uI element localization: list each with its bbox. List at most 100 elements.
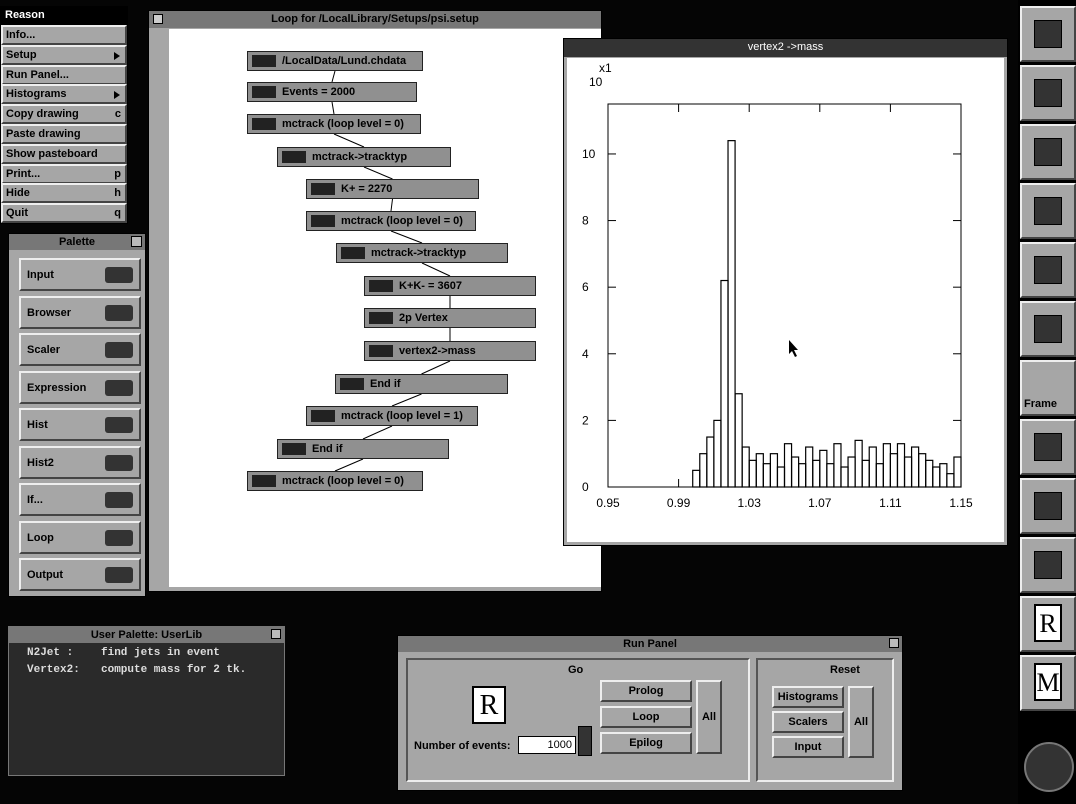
connector xyxy=(334,134,364,147)
dock-tile[interactable] xyxy=(1020,419,1076,475)
user-palette-title: User Palette: UserLib xyxy=(9,627,284,643)
go-all-button[interactable]: All xyxy=(696,680,722,754)
loop-node[interactable]: mctrack->tracktyp xyxy=(277,147,451,167)
loop-node[interactable]: mctrack (loop level = 1) xyxy=(306,406,478,426)
tool-button[interactable]: Loop xyxy=(19,521,141,554)
loop-node[interactable]: mctrack (loop level = 0) xyxy=(247,114,421,134)
dock-tile[interactable] xyxy=(1020,6,1076,62)
tool-button[interactable]: Input xyxy=(19,258,141,291)
loop-node[interactable]: 2p Vertex xyxy=(364,308,536,328)
histogram-title: vertex2 ->mass xyxy=(564,39,1007,57)
tool-label: Hist xyxy=(27,419,48,431)
x-tick-label: 1.07 xyxy=(808,496,832,510)
go-button[interactable]: Loop xyxy=(600,706,692,728)
x-tick-label: 0.95 xyxy=(596,496,620,510)
node-label: mctrack->tracktyp xyxy=(312,151,407,163)
loop-node[interactable]: mctrack (loop level = 0) xyxy=(306,211,476,231)
node-label: K+ = 2270 xyxy=(341,183,392,195)
histogram-bar xyxy=(721,281,728,487)
node-icon xyxy=(369,312,393,324)
dock-tile[interactable] xyxy=(1020,301,1076,357)
y-tick-label: 2 xyxy=(582,413,589,427)
menu-item-label: Quit xyxy=(6,207,28,219)
loop-node[interactable]: End if xyxy=(335,374,508,394)
node-label: 2p Vertex xyxy=(399,312,448,324)
go-button[interactable]: Epilog xyxy=(600,732,692,754)
menu-item-label: Info... xyxy=(6,29,35,41)
menu-item[interactable]: Info... xyxy=(1,25,127,45)
entry-description: compute mass for 2 tk. xyxy=(101,664,246,676)
menu-item-key: c xyxy=(115,108,121,120)
menu-item[interactable]: Paste drawing xyxy=(1,124,127,144)
tool-button[interactable]: Scaler xyxy=(19,333,141,366)
connector xyxy=(364,167,393,179)
histogram-bar xyxy=(749,460,756,487)
dock-tile[interactable] xyxy=(1020,537,1076,593)
reset-button[interactable]: Scalers xyxy=(772,711,844,733)
menu-item[interactable]: Setup xyxy=(1,45,127,65)
node-icon xyxy=(311,410,335,422)
menu-item[interactable]: Print...p xyxy=(1,164,127,184)
menu-item[interactable]: Copy drawing c xyxy=(1,104,127,124)
tool-button[interactable]: Hist2 xyxy=(19,446,141,479)
loop-node[interactable]: /LocalData/Lund.chdata xyxy=(247,51,423,71)
connector xyxy=(335,459,363,471)
loop-node[interactable]: End if xyxy=(277,439,449,459)
recycler[interactable] xyxy=(1024,742,1074,792)
node-icon xyxy=(252,118,276,130)
loop-node[interactable]: mctrack->tracktyp xyxy=(336,243,508,263)
submenu-arrow xyxy=(114,52,120,60)
miniaturize-box xyxy=(153,14,163,24)
loop-node[interactable]: K+K- = 3607 xyxy=(364,276,536,296)
node-icon xyxy=(311,183,335,195)
y-tick-label: 10 xyxy=(582,147,596,161)
menu-title: Reason xyxy=(1,7,127,25)
dock-tile[interactable]: R xyxy=(1020,596,1076,652)
dock-tile[interactable] xyxy=(1020,124,1076,180)
tool-label: Scaler xyxy=(27,344,60,356)
menu-item[interactable]: Histograms xyxy=(1,84,127,104)
menu-item-label: Show pasteboard xyxy=(6,148,98,160)
menu-item[interactable]: Show pasteboard xyxy=(1,144,127,164)
loop-node[interactable]: vertex2->mass xyxy=(364,341,536,361)
stepper[interactable] xyxy=(578,726,592,756)
entry-name[interactable]: N2Jet : xyxy=(27,647,73,659)
tool-icon xyxy=(105,492,133,508)
dock-tile[interactable]: Frame xyxy=(1020,360,1076,416)
dock-tile[interactable] xyxy=(1020,478,1076,534)
histogram-bar xyxy=(855,440,862,487)
menu-item-label: Copy drawing xyxy=(6,108,79,120)
reset-all-button[interactable]: All xyxy=(848,686,874,758)
x-tick-label: 0.99 xyxy=(667,496,691,510)
dock-icon xyxy=(1034,551,1062,579)
node-label: vertex2->mass xyxy=(399,345,476,357)
menu-item[interactable]: Run Panel... xyxy=(1,65,127,85)
node-icon xyxy=(252,55,276,67)
reset-button[interactable]: Histograms xyxy=(772,686,844,708)
go-button[interactable]: Prolog xyxy=(600,680,692,702)
dock-tile[interactable] xyxy=(1020,65,1076,121)
tool-button[interactable]: Output xyxy=(19,558,141,591)
tool-button[interactable]: Hist xyxy=(19,408,141,441)
tool-button[interactable]: If... xyxy=(19,483,141,516)
entry-name[interactable]: Vertex2: xyxy=(27,664,80,676)
loop-node[interactable]: K+ = 2270 xyxy=(306,179,479,199)
reset-button[interactable]: Input xyxy=(772,736,844,758)
dock-tile[interactable] xyxy=(1020,183,1076,239)
tool-icon xyxy=(105,267,133,283)
loop-node[interactable]: Events = 2000 xyxy=(247,82,417,102)
histogram-bar xyxy=(890,454,897,487)
dock-tile[interactable] xyxy=(1020,242,1076,298)
loop-node[interactable]: mctrack (loop level = 0) xyxy=(247,471,423,491)
events-field[interactable]: 1000 xyxy=(518,736,576,754)
histogram-bar xyxy=(770,454,777,487)
reset-group: ResetHistogramsScalersInputAll xyxy=(756,658,894,782)
tool-button[interactable]: Browser xyxy=(19,296,141,329)
dock-tile[interactable]: M xyxy=(1020,655,1076,711)
connector xyxy=(392,394,422,406)
tool-button[interactable]: Expression xyxy=(19,371,141,404)
histogram-bar xyxy=(905,457,912,487)
